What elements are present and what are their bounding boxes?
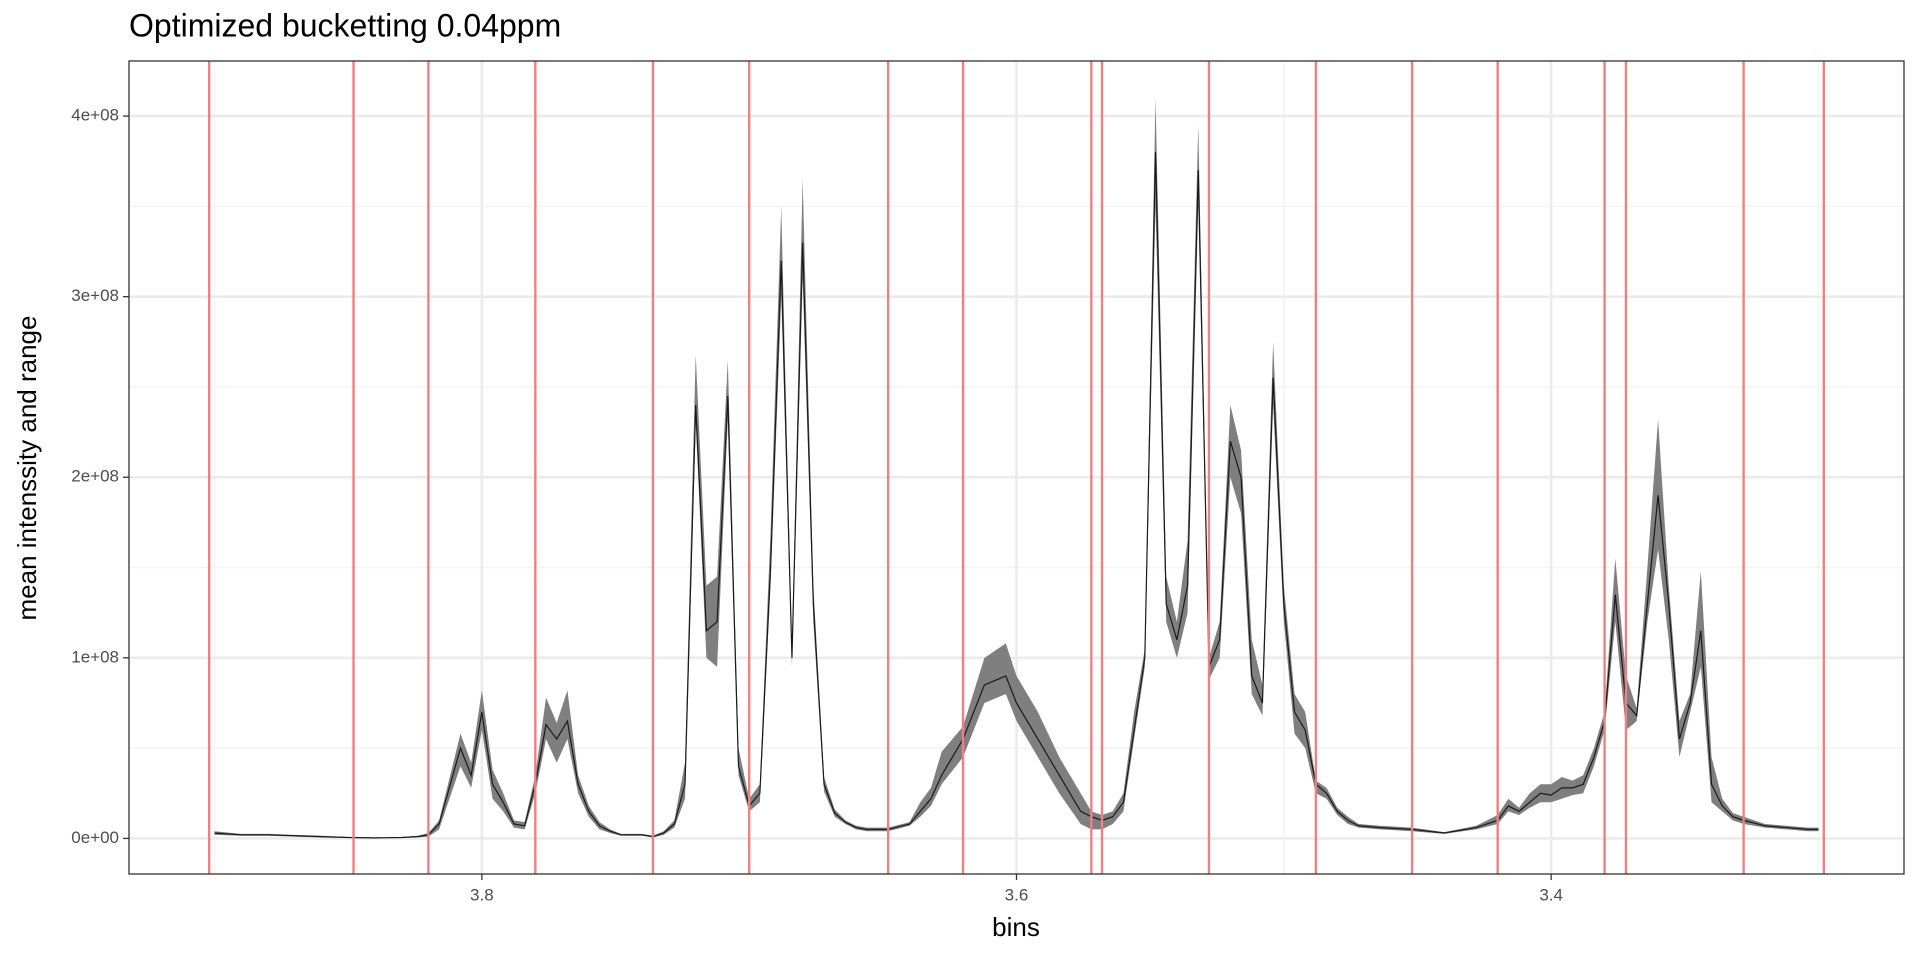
y-tick-label: 2e+08 <box>71 467 119 486</box>
x-tick-label: 3.6 <box>1005 885 1029 904</box>
mean-line <box>214 152 1819 839</box>
x-tick-label: 3.4 <box>1539 885 1563 904</box>
y-tick-label: 4e+08 <box>71 106 119 125</box>
x-tick-label: 3.8 <box>470 885 494 904</box>
y-tick-label: 3e+08 <box>71 286 119 305</box>
x-axis-label: bins <box>992 912 1040 942</box>
y-tick-label: 0e+00 <box>71 828 119 847</box>
y-axis-label: mean intenssity and range <box>12 316 42 621</box>
chart-title: Optimized bucketting 0.04ppm <box>129 7 561 43</box>
panel-border <box>128 60 1905 875</box>
y-tick-label: 1e+08 <box>71 647 119 666</box>
range-ribbon <box>214 98 1819 839</box>
